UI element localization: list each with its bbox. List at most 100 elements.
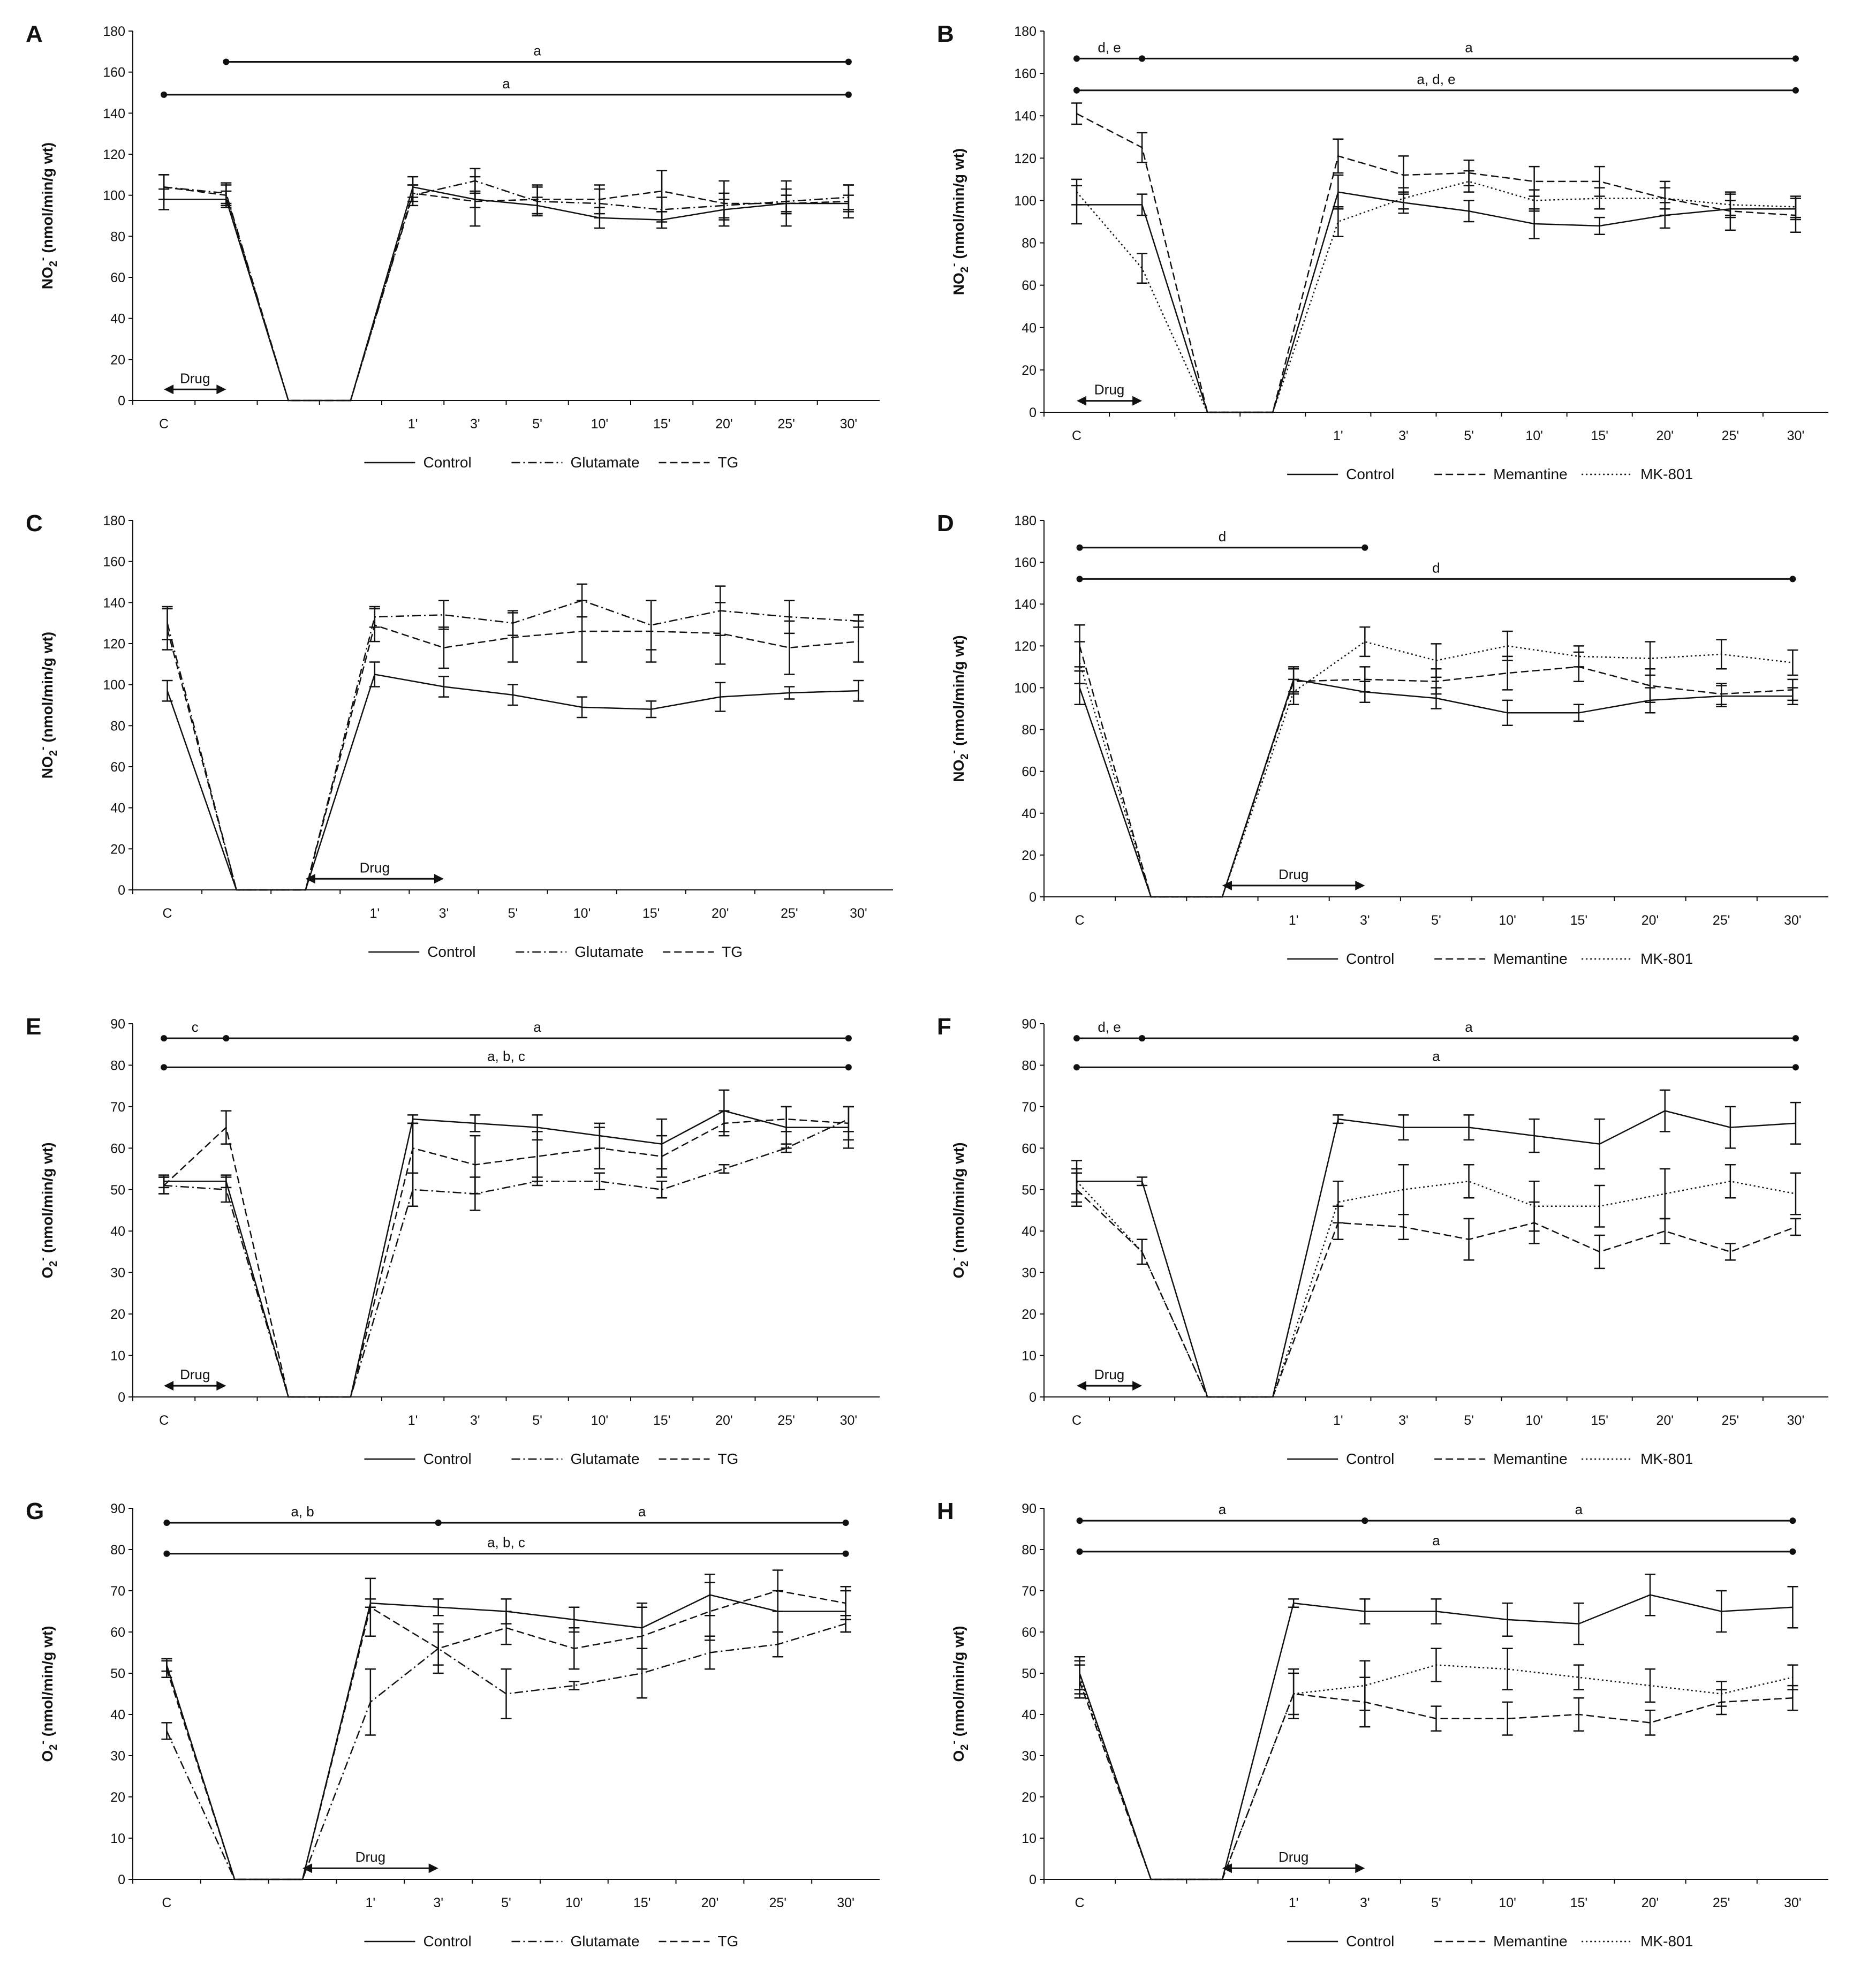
- y-tick-label: 100: [103, 188, 125, 203]
- x-tick-label: 25': [1713, 1895, 1730, 1910]
- legend-label: MK-801: [1640, 466, 1693, 482]
- series-line-mk-801: [1079, 1664, 1793, 1880]
- significance-end-marker: [1076, 1517, 1083, 1524]
- x-tick-label: 25': [769, 1895, 786, 1910]
- y-axis-label-superscript: -: [948, 1257, 960, 1261]
- drug-arrow-head-left: [1077, 396, 1087, 406]
- x-tick-label: 15': [653, 1413, 671, 1428]
- y-tick-label: 30: [1022, 1749, 1037, 1764]
- data-point: [650, 631, 652, 632]
- y-tick-label: 20: [110, 842, 125, 857]
- data-point: [845, 1603, 846, 1604]
- y-tick-label: 120: [1014, 151, 1037, 166]
- legend-label: Control: [1346, 1450, 1394, 1467]
- drug-arrow-head-right: [434, 874, 444, 884]
- significance-end-marker: [1139, 1035, 1146, 1042]
- x-tick-label: 15': [642, 906, 660, 921]
- x-tick-label: 30': [1784, 1895, 1802, 1910]
- significance-label: a: [1219, 1501, 1227, 1517]
- significance-end-marker: [1073, 1035, 1080, 1042]
- x-tick-label: 1': [1289, 1895, 1299, 1910]
- drug-arrow-head-left: [302, 1863, 313, 1873]
- y-axis-label-superscript: -: [37, 1257, 49, 1261]
- y-tick-label: 30: [1022, 1266, 1037, 1281]
- y-tick-label: 120: [103, 147, 125, 162]
- legend-label: Memantine: [1493, 1933, 1568, 1950]
- drug-label: Drug: [180, 1366, 210, 1382]
- drug-arrow-head-left: [1077, 1381, 1087, 1391]
- drug-arrow-head-right: [1355, 1863, 1365, 1873]
- x-tick-label: 30': [1787, 1413, 1805, 1428]
- significance-label: a: [1465, 1019, 1473, 1035]
- x-tick-label: 20': [715, 417, 733, 432]
- y-tick-label: 20: [110, 352, 125, 367]
- x-tick-label: 25': [777, 1413, 795, 1428]
- x-tick-label: 30': [1787, 428, 1805, 443]
- significance-label: a: [1465, 39, 1473, 55]
- panel-label: H: [937, 1498, 954, 1524]
- data-point: [1650, 685, 1651, 686]
- x-tick-label: 3': [1398, 428, 1409, 443]
- series-line-control: [1079, 678, 1793, 898]
- data-point: [1792, 1677, 1793, 1678]
- x-tick-label: 10': [591, 417, 609, 432]
- chart-panel-a: A 0 20 40 60 80 100 120 140 160 180 C 1' 3' 5' 10' 15' 20…: [26, 21, 880, 471]
- data-point: [1578, 1714, 1579, 1715]
- significance-end-marker: [223, 1035, 230, 1042]
- significance-end-marker: [161, 1035, 168, 1042]
- x-tick-label: 10': [1525, 428, 1543, 443]
- chart-panel-e: E 0 10 20 30 40 50 60 70 80 90 C 1' 3' 5' 10' 15' 20' 25' 3…: [26, 1014, 880, 1467]
- x-tick-label: 15': [1591, 428, 1608, 443]
- significance-end-marker: [845, 91, 852, 98]
- y-tick-label: 30: [110, 1266, 125, 1281]
- y-tick-label: 70: [1022, 1584, 1037, 1599]
- x-tick-label: 25': [1722, 428, 1739, 443]
- significance-end-marker: [1076, 1548, 1083, 1555]
- significance-end-marker: [1073, 87, 1080, 94]
- significance-end-marker: [1361, 1517, 1368, 1524]
- x-tick-label: 3': [1360, 913, 1370, 928]
- significance-end-marker: [1792, 1035, 1799, 1042]
- y-tick-label: 100: [1014, 681, 1037, 696]
- y-tick-label: 10: [110, 1349, 125, 1364]
- legend-label: TG: [717, 454, 738, 471]
- x-tick-label: 3': [470, 1413, 480, 1428]
- x-tick-label: C: [1075, 1895, 1085, 1910]
- y-tick-label: 180: [103, 24, 125, 39]
- y-tick-label: 160: [1014, 555, 1037, 570]
- x-tick-label: 1': [408, 1413, 418, 1428]
- y-axis-label: NO2- (nmol/min/g wt): [948, 635, 971, 782]
- y-tick-label: 60: [1022, 278, 1037, 293]
- y-axis-label-main: O: [950, 1750, 967, 1762]
- x-tick-label: 20': [715, 1413, 733, 1428]
- drug-arrow-head-left: [1222, 880, 1232, 890]
- series-line-memantine: [1076, 1189, 1796, 1398]
- x-tick-label: 3': [470, 417, 480, 432]
- y-axis-label-main: NO: [39, 756, 56, 779]
- legend-label: Memantine: [1493, 1450, 1568, 1467]
- y-tick-label: 0: [1029, 1390, 1037, 1405]
- y-axis-label-superscript: -: [948, 1741, 960, 1744]
- significance-label: a, b, c: [487, 1535, 525, 1551]
- x-tick-label: 10': [565, 1895, 583, 1910]
- y-axis-label-main: O: [39, 1267, 56, 1279]
- y-tick-label: 60: [1022, 1141, 1037, 1156]
- drug-label: Drug: [180, 370, 210, 386]
- y-axis-label-units: (nmol/min/g wt): [950, 1142, 967, 1257]
- panel-label: D: [937, 510, 954, 537]
- y-tick-label: 160: [103, 65, 125, 80]
- x-tick-label: 20': [712, 906, 729, 921]
- significance-label: a: [1432, 1048, 1440, 1064]
- y-tick-label: 10: [110, 1831, 125, 1846]
- data-point: [1403, 198, 1404, 199]
- y-tick-label: 50: [1022, 1183, 1037, 1198]
- y-tick-label: 140: [103, 595, 125, 610]
- x-tick-label: 20': [701, 1895, 719, 1910]
- y-axis-label-subscript: 2: [48, 1744, 59, 1750]
- panel-label: C: [26, 510, 43, 537]
- data-point: [1599, 1251, 1600, 1252]
- x-tick-label: 25': [777, 417, 795, 432]
- panel-label: E: [26, 1014, 41, 1040]
- data-point: [537, 1127, 538, 1128]
- y-tick-label: 80: [110, 719, 125, 734]
